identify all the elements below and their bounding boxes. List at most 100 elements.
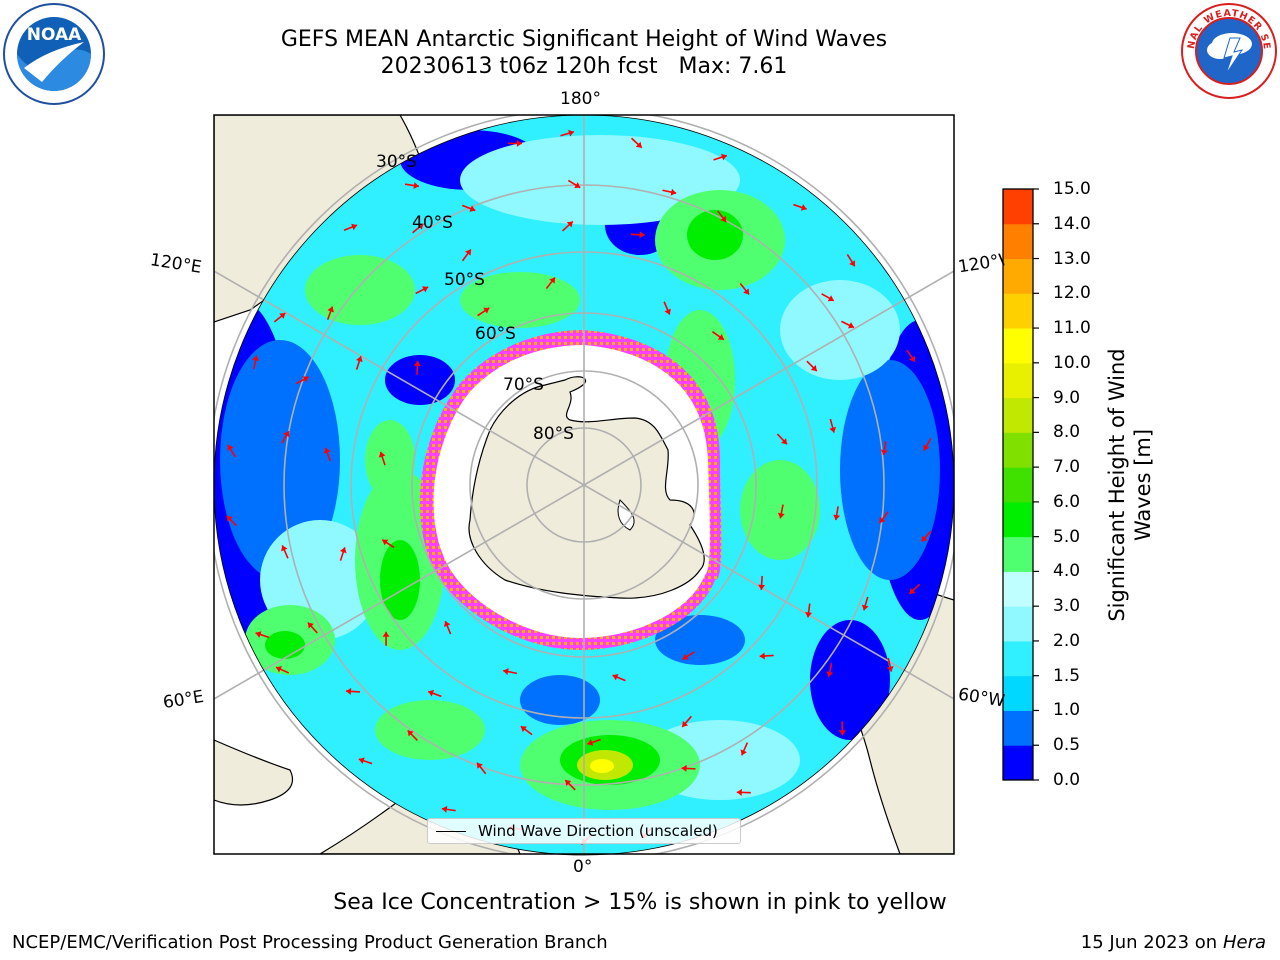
wave-arrow-head (441, 805, 448, 813)
wave-arrow-head (800, 204, 807, 211)
colorbar (1002, 188, 1039, 781)
wave-arrow-head (921, 535, 928, 542)
wave-arrow-head (283, 431, 290, 438)
colorbar-segment (1003, 536, 1033, 572)
lat-label-50s: 50°S (444, 270, 485, 290)
wave-arrow-head (407, 730, 414, 737)
lat-label-30s: 30°S (376, 152, 417, 172)
wave-arrow-head (587, 739, 594, 746)
colorbar-segment (1003, 223, 1033, 260)
wave-arrow-head (516, 139, 522, 147)
colorbar-tick-label: 9.0 (1053, 387, 1081, 408)
wave-arrow-head (358, 757, 365, 765)
colorbar-segment (1003, 606, 1033, 642)
wave-arrow-head (226, 515, 233, 522)
wave-arrow-head (909, 355, 915, 362)
wave-arrow-head (346, 687, 352, 695)
colorbar-tick-label: 13.0 (1053, 248, 1091, 269)
colorbar-tick-label: 0.5 (1053, 735, 1081, 756)
lat-label-80s: 80°S (533, 424, 574, 444)
wave-arrow-head (682, 720, 689, 727)
colorbar-segment (1003, 640, 1033, 677)
wave-arrow-head (777, 512, 785, 519)
wave-arrow-head (880, 449, 888, 455)
wave-arrow-head (740, 749, 747, 756)
wave-arrow-head (565, 780, 572, 787)
footer-date: 15 Jun 2023 on Hera (1081, 932, 1266, 953)
wave-arrow-head (838, 730, 846, 736)
wave-arrow-head (382, 539, 389, 546)
colorbar-tick-label: 5.0 (1053, 526, 1081, 547)
wave-arrow-head (413, 182, 419, 190)
colorbar-border (1002, 188, 1034, 781)
wave-arrow-head (826, 671, 834, 677)
wave-arrow-head (759, 652, 765, 660)
colorbar-segment (1003, 675, 1033, 711)
wave-arrow-head (465, 249, 471, 256)
wave-arrow-head (477, 762, 483, 769)
wave-arrow-head (847, 322, 854, 329)
wave-arrow-head (339, 547, 347, 554)
colorbar-tick-label: 1.5 (1053, 665, 1081, 686)
wave-arrow-head (503, 668, 509, 676)
wave-arrow-head (639, 231, 645, 239)
colorbar-segment (1003, 710, 1033, 746)
wave-arrow-head (721, 153, 727, 161)
wave-arrow-head (327, 306, 335, 313)
colorbar-tick-label: 1.0 (1053, 700, 1081, 721)
legend-label: Wind Wave Direction (unscaled) (478, 822, 718, 840)
colorbar-segment (1003, 362, 1033, 399)
wave-arrow-head (469, 205, 476, 212)
wave-arrow-head (413, 360, 421, 366)
wave-arrow-head (810, 365, 817, 372)
footer-credit: NCEP/EMC/Verification Post Processing Pr… (12, 932, 608, 953)
wave-arrow-head (717, 333, 724, 340)
wave-arrow-head (829, 426, 837, 433)
wave-arrow-head (281, 545, 288, 552)
wave-arrow-head (758, 584, 766, 590)
wave-arrow-head (849, 260, 856, 267)
wave-arrow-head (635, 141, 642, 148)
wave-arrow-head (351, 223, 358, 231)
colorbar-segment (1003, 432, 1033, 468)
wave-arrow-head (382, 631, 390, 637)
sea-ice-note: Sea Ice Concentration > 15% is shown in … (333, 890, 947, 915)
nws-logo: NATIONAL WEATHER SERVICE (1180, 2, 1277, 99)
wave-arrow-head (861, 604, 869, 611)
wave-arrow-head (805, 611, 813, 618)
colorbar-segment (1003, 467, 1033, 503)
wave-arrow-head (549, 277, 555, 284)
wave-arrow-head (378, 451, 386, 458)
chart-subtitle: 20230613 t06z 120h fcst Max: 7.61 (380, 54, 788, 79)
wave-arrow-head (252, 355, 259, 362)
wave-arrow-head (879, 516, 886, 524)
wave-arrow-head (483, 307, 490, 314)
colorbar-label-text: Significant Height of Wind Waves [m] (1105, 348, 1155, 622)
colorbar-tick-label: 6.0 (1053, 491, 1081, 512)
wave-arrow-head (356, 356, 363, 363)
wave-arrow-head (720, 215, 727, 222)
wave-arrow-head (681, 764, 687, 772)
footer-date-text: 15 Jun 2023 on (1080, 932, 1218, 953)
colorbar-tick-label: 0.0 (1053, 770, 1081, 790)
wave-arrow-head (568, 129, 574, 137)
lon-label-bottom: 0° (573, 857, 593, 877)
colorbar-segment (1003, 501, 1033, 538)
map-frame-content (214, 115, 954, 854)
wave-arrow-head (520, 726, 527, 733)
colorbar-segment (1003, 745, 1033, 781)
wave-arrow-head (307, 622, 314, 629)
colorbar-segment (1003, 189, 1033, 225)
wave-arrow-head (670, 188, 677, 196)
noaa-logo: NOAA (3, 3, 105, 105)
colorbar-tick-label: 10.0 (1053, 352, 1091, 373)
wave-arrow-head (443, 621, 451, 628)
wave-arrow-head (923, 444, 930, 451)
lat-label-70s: 70°S (503, 375, 544, 395)
wave-arrow-head (743, 288, 750, 295)
wave-arrow-head (736, 788, 742, 796)
wave-arrow-head (781, 438, 787, 445)
wave-arrow-head (682, 653, 689, 660)
colorbar-tick-label: 3.0 (1053, 596, 1081, 617)
